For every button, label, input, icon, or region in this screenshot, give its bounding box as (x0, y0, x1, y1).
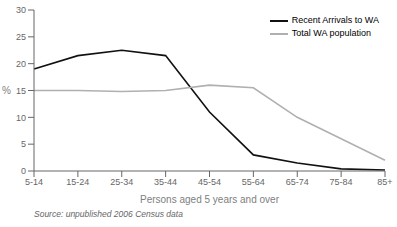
html-text:Source: unpublished 2006 Censu: Source: unpublished 2006 Census data (34, 209, 183, 219)
svg-text:25: 25 (16, 32, 26, 42)
svg-text:0: 0 (21, 166, 26, 176)
svg-text:10: 10 (16, 113, 26, 123)
html-text:Total WA population: Total WA population (291, 28, 371, 38)
svg-text:30: 30 (16, 5, 26, 15)
svg-text:55-64: 55-64 (242, 177, 265, 187)
svg-text:20: 20 (16, 59, 26, 69)
svg-text:75-84: 75-84 (330, 177, 353, 187)
svg-text:45-54: 45-54 (198, 177, 221, 187)
svg-text:Persons aged 5 years and over: Persons aged 5 years and over (140, 194, 280, 205)
svg-text:15: 15 (16, 86, 26, 96)
svg-text:85+: 85+ (377, 177, 389, 187)
svg-text:%: % (8, 85, 11, 96)
svg-text:25-34: 25-34 (110, 177, 133, 187)
svg-text:15-24: 15-24 (66, 177, 89, 187)
svg-text:65-74: 65-74 (286, 177, 309, 187)
svg-text:5-14: 5-14 (25, 177, 43, 187)
svg-text:35-44: 35-44 (154, 177, 177, 187)
svg-text:5: 5 (21, 139, 26, 149)
html-text:Recent Arrivals to WA: Recent Arrivals to WA (291, 15, 379, 25)
